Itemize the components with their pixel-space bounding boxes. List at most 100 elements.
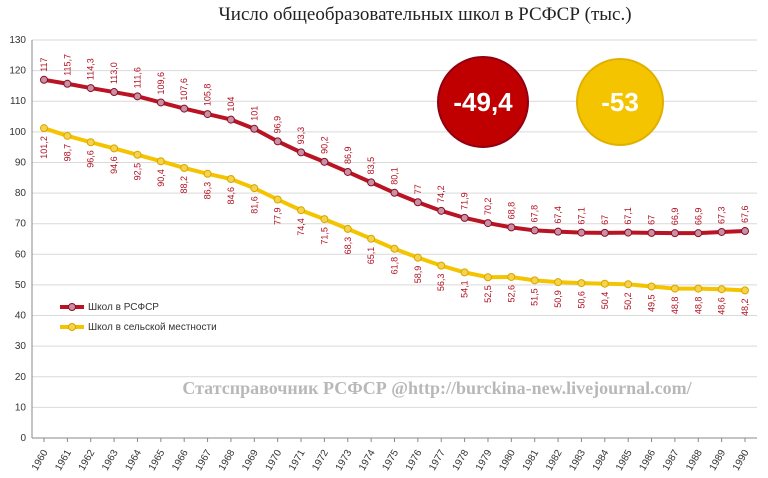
value-label: 50,6: [576, 291, 586, 309]
value-label: 114,3: [86, 58, 96, 80]
value-label: 86,3: [203, 182, 213, 200]
value-label: 67,1: [576, 207, 586, 225]
legend-marker: [68, 303, 76, 311]
x-tick-label: 1973: [334, 448, 355, 473]
value-label: 50,4: [600, 292, 610, 310]
value-label: 48,6: [717, 297, 727, 315]
point: [577, 228, 586, 237]
value-label: 86,9: [343, 146, 353, 164]
value-label: 52,6: [506, 285, 516, 303]
x-tick-label: 1984: [591, 448, 612, 473]
x-tick-label: 1965: [147, 448, 168, 473]
x-tick-label: 1967: [194, 448, 215, 473]
y-tick-label: 10: [15, 402, 27, 413]
value-label: 101,2: [39, 136, 49, 159]
point: [40, 124, 48, 133]
value-label: 71,9: [460, 192, 470, 210]
y-tick-label: 90: [15, 157, 27, 168]
value-label: 66,9: [670, 208, 680, 226]
value-label: 98,7: [62, 144, 72, 162]
point: [343, 167, 352, 176]
point: [250, 124, 259, 133]
value-label: 96,6: [86, 150, 96, 168]
y-tick-label: 70: [15, 219, 27, 230]
point: [460, 268, 469, 277]
value-label: 90,4: [156, 169, 166, 187]
badge-circle: [437, 56, 529, 148]
point: [554, 278, 563, 287]
point: [624, 280, 633, 289]
x-tick-label: 1963: [100, 448, 121, 473]
point: [741, 227, 749, 236]
value-label: 77: [413, 184, 423, 194]
x-tick-label: 1969: [240, 448, 261, 473]
point: [86, 138, 95, 147]
point: [86, 84, 95, 93]
point: [600, 279, 609, 288]
x-tick-label: 1976: [404, 448, 425, 473]
value-label: 104: [226, 97, 236, 112]
y-tick-label: 50: [15, 280, 27, 291]
point: [670, 284, 679, 293]
point: [226, 115, 235, 124]
point: [390, 188, 399, 197]
point: [226, 174, 235, 183]
x-tick-label: 1989: [708, 448, 729, 473]
chart-title: Число общеобразовательных школ в РСФСР (…: [218, 4, 631, 25]
point: [694, 284, 703, 293]
legend-marker: [68, 323, 76, 331]
value-label: 56,3: [436, 274, 446, 292]
point: [647, 282, 656, 291]
point: [367, 178, 376, 187]
point: [133, 92, 142, 101]
value-label: 92,5: [132, 163, 142, 181]
point: [717, 227, 726, 236]
x-tick-label: 1966: [170, 448, 191, 473]
value-label: 84,6: [226, 187, 236, 205]
x-tick-label: 1977: [427, 448, 448, 473]
y-tick-label: 20: [15, 372, 27, 383]
badge-text: -53: [601, 87, 639, 117]
value-label: 81,6: [249, 196, 259, 214]
value-label: 65,1: [366, 247, 376, 265]
point: [133, 150, 142, 159]
point: [156, 98, 165, 107]
point: [413, 198, 422, 207]
point: [437, 206, 446, 215]
value-label: 111,6: [132, 67, 142, 88]
x-tick-label: 1987: [661, 448, 682, 473]
point: [670, 229, 679, 238]
x-tick-label: 1988: [684, 448, 705, 473]
x-tick-label: 1983: [567, 448, 588, 473]
x-tick-label: 1974: [357, 448, 378, 473]
point: [250, 184, 259, 193]
point: [390, 244, 399, 253]
point: [577, 279, 586, 288]
point: [40, 75, 48, 84]
value-label: 48,8: [693, 297, 703, 315]
legend-label: Школ в сельской местности: [88, 322, 217, 333]
value-label: 67: [600, 215, 610, 225]
point: [273, 195, 282, 204]
y-tick-label: 120: [9, 66, 26, 77]
x-tick-label: 1961: [53, 448, 74, 473]
point: [624, 228, 633, 237]
x-tick-label: 1982: [544, 448, 565, 473]
point: [530, 226, 539, 235]
y-tick-label: 40: [15, 311, 27, 322]
value-label: 67: [647, 215, 657, 225]
x-tick-label: 1962: [77, 448, 98, 473]
point: [483, 219, 492, 228]
point: [63, 131, 72, 140]
point: [413, 253, 422, 262]
x-tick-label: 1979: [474, 448, 495, 473]
value-label: 67,1: [623, 207, 633, 225]
value-label: 90,2: [319, 136, 329, 154]
point: [63, 79, 72, 88]
x-tick-label: 1975: [380, 448, 401, 473]
value-label: 67,3: [717, 206, 727, 224]
value-label: 74,4: [296, 218, 306, 236]
value-label: 88,2: [179, 176, 189, 194]
value-label: 93,3: [296, 127, 306, 145]
x-tick-label: 1990: [731, 448, 752, 473]
